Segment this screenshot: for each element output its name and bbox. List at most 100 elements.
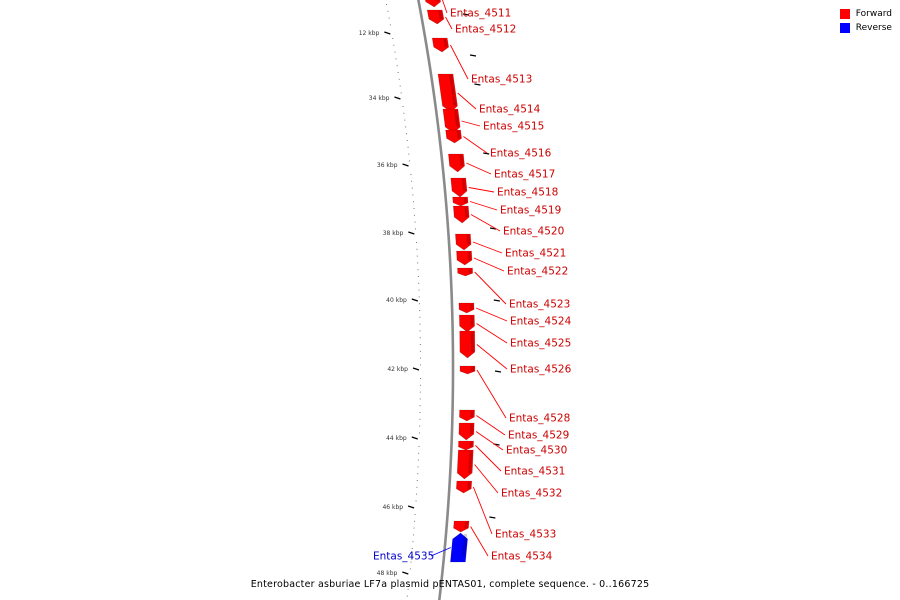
gene-label-Entas_4523[interactable]: Entas_4523	[509, 299, 570, 311]
scale-ticks: 12 kbp 34 kbp 36 kbp 38 kbp 40 kbp 42 kbp 44 k…	[359, 4, 502, 597]
scale-tick-minor	[386, 4, 388, 5]
scale-tick-minor	[418, 432, 420, 434]
scale-tick-minor	[419, 418, 421, 420]
gene-label-Entas_4531[interactable]: Entas_4531	[504, 466, 565, 478]
gene-leader-line	[470, 526, 489, 557]
scale-tick-minor	[414, 520, 416, 522]
gene-label-Entas_4522[interactable]: Entas_4522	[507, 266, 568, 278]
gene-leader-line	[430, 547, 451, 557]
gene-label-Entas_4524[interactable]: Entas_4524	[510, 316, 572, 328]
legend-label-reverse: Reverse	[855, 23, 892, 33]
gene-label-Entas_4513[interactable]: Entas_4513	[471, 74, 532, 86]
gene-arrow-shade	[470, 316, 474, 327]
scale-tick-minor	[412, 194, 414, 196]
gene-leader-line	[463, 136, 488, 154]
scale-tick-major	[411, 298, 419, 302]
gene-arrow-Entas_4534[interactable]	[453, 520, 470, 533]
gene-arrow-shade	[449, 75, 457, 106]
gene-arrow-Entas_4532[interactable]	[456, 449, 474, 480]
gene-arrow-Entas_4517[interactable]	[448, 153, 465, 173]
scale-tick-label: 46 kbp	[382, 504, 403, 511]
scale-tick-minor	[399, 85, 401, 87]
scale-tick-label: 34 kbp	[369, 95, 390, 102]
gene-arrow-Entas_4525[interactable]	[458, 314, 475, 333]
scale-tick-minor	[419, 316, 421, 318]
scale-tick-minor	[404, 119, 406, 121]
gene-arrow-Entas_4529[interactable]	[459, 409, 475, 422]
scale-tick-minor	[419, 310, 421, 311]
gene-arrow-Entas_4516[interactable]	[445, 129, 462, 144]
gene-label-Entas_4533[interactable]: Entas_4533	[495, 529, 556, 541]
gene-label-Entas_4516[interactable]: Entas_4516	[490, 148, 552, 160]
gene-arrow-Entas_4520[interactable]	[452, 205, 470, 224]
outer-tick	[462, 13, 470, 16]
scale-tick-minor	[403, 112, 405, 114]
gene-arrow-shade	[467, 252, 471, 261]
gene-arrow-Entas_4519[interactable]	[452, 196, 469, 207]
scale-tick-minor	[410, 174, 412, 175]
scale-tick-minor	[412, 541, 414, 543]
scale-tick-minor	[394, 51, 396, 53]
scale-tick-minor	[419, 398, 421, 400]
outer-tick	[494, 370, 502, 373]
gene-arrow-Entas_4523[interactable]	[457, 267, 474, 277]
scale-tick-major	[384, 31, 391, 35]
gene-label-Entas_4529[interactable]: Entas_4529	[508, 430, 569, 442]
gene-label-Entas_4530[interactable]: Entas_4530	[506, 445, 567, 457]
scale-tick-minor	[400, 92, 402, 94]
gene-arrow-shade	[461, 179, 466, 191]
scale-tick-minor	[406, 140, 408, 141]
scale-tick-minor	[388, 17, 390, 19]
gene-arrow-Entas_4535[interactable]	[450, 532, 468, 563]
scale-tick-major	[408, 231, 415, 235]
gene-leader-line	[476, 415, 506, 436]
gene-label-Entas_4525[interactable]: Entas_4525	[510, 338, 571, 350]
gene-arrow-Entas_4522[interactable]	[456, 250, 473, 266]
scale-tick-minor	[397, 72, 399, 73]
gene-arrow-Entas_4511[interactable]	[424, 0, 442, 8]
legend-item-reverse: Reverse	[839, 23, 892, 33]
gene-label-Entas_4520[interactable]: Entas_4520	[503, 226, 564, 238]
gene-label-Entas_4515[interactable]: Entas_4515	[483, 121, 544, 133]
gene-label-Entas_4517[interactable]: Entas_4517	[494, 169, 555, 181]
gene-label-Entas_4534[interactable]: Entas_4534	[491, 551, 553, 563]
gene-arrow-Entas_4531[interactable]	[458, 440, 474, 451]
gene-labels: Entas_4511 Entas_4512 Entas_4513 Entas_4514…	[373, 0, 572, 563]
gene-arrow-Entas_4518[interactable]	[450, 177, 468, 198]
gene-label-Entas_4512[interactable]: Entas_4512	[455, 24, 516, 36]
gene-arrow-Entas_4521[interactable]	[455, 233, 472, 251]
gene-label-Entas_4526[interactable]: Entas_4526	[510, 364, 572, 376]
scale-tick-minor	[413, 208, 415, 209]
plasmid-backbone	[417, 0, 455, 600]
gene-features	[424, 0, 476, 563]
scale-tick-minor	[413, 527, 415, 529]
gene-label-Entas_4519[interactable]: Entas_4519	[500, 205, 561, 217]
scale-tick-minor	[415, 228, 417, 230]
scale-tick-label: 38 kbp	[383, 230, 404, 237]
gene-arrow-Entas_4524[interactable]	[458, 302, 475, 314]
gene-arrow-Entas_4528[interactable]	[459, 365, 476, 375]
gene-arrow-Entas_4513[interactable]	[431, 37, 450, 53]
gene-arrow-Entas_4533[interactable]	[455, 480, 473, 494]
gene-leader-line	[450, 44, 469, 80]
gene-arrow-Entas_4512[interactable]	[426, 9, 445, 25]
gene-label-Entas_4521[interactable]: Entas_4521	[505, 248, 566, 260]
gene-label-Entas_4518[interactable]: Entas_4518	[497, 187, 558, 199]
scale-tick-label: 12 kbp	[359, 30, 380, 37]
gene-arrow-shade	[438, 11, 443, 20]
gene-label-Entas_4514[interactable]: Entas_4514	[479, 104, 541, 116]
gene-leader-line	[461, 120, 481, 127]
gene-arrow-Entas_4526[interactable]	[459, 330, 476, 359]
outer-tick	[489, 516, 496, 519]
scale-tick-minor	[417, 459, 419, 461]
scale-tick-major	[402, 163, 409, 167]
gene-arrow-shade	[470, 304, 474, 310]
gene-label-Entas_4511[interactable]: Entas_4511	[450, 8, 511, 20]
gene-arrow-Entas_4530[interactable]	[458, 422, 475, 441]
scale-tick-minor	[416, 480, 418, 481]
gene-label-Entas_4535[interactable]: Entas_4535	[373, 551, 434, 563]
gene-label-Entas_4532[interactable]: Entas_4532	[501, 488, 562, 500]
gene-arrow-shade	[459, 155, 464, 166]
gene-label-Entas_4528[interactable]: Entas_4528	[509, 413, 570, 425]
